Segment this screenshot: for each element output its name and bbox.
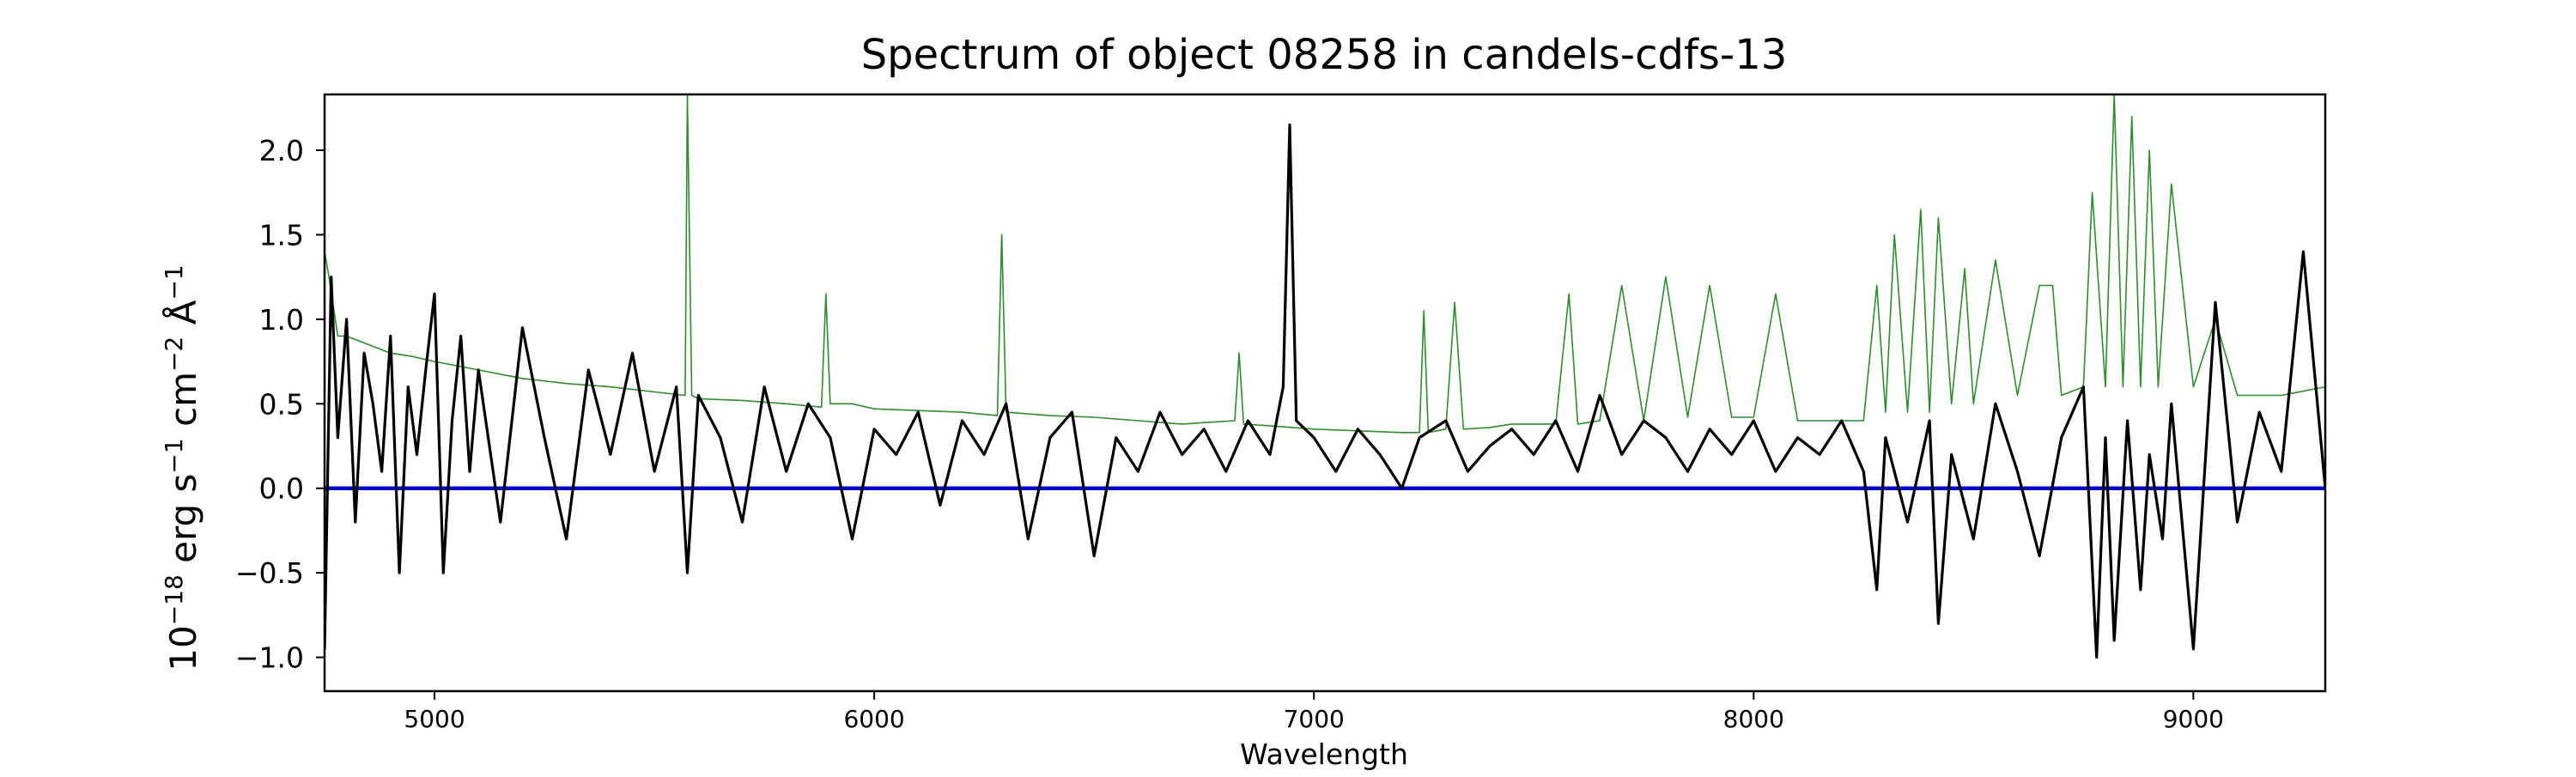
plot-frame [323,93,2327,693]
y-axis-label-base: 10 [162,625,204,671]
y-tick-label: 1.0 [259,303,304,337]
y-axis-label-exp2: −1 [160,438,188,473]
ticks-layer: 5000 6000 7000 8000 9000 −1.0 −0.5 0.0 0.5 1.0 1.5… [235,134,2224,733]
x-tick-label: 5000 [404,705,465,733]
y-axis-label-unit-angstrom: Å [161,300,204,336]
y-axis-label: 10−18 erg s−1 cm−2 Å−1 [160,264,205,671]
y-tick-label: −1.0 [235,641,304,675]
y-axis-label-unit-cm: cm [162,372,204,438]
chart-title: Spectrum of object 08258 in candels-cdfs… [861,31,1788,79]
y-tick-label: 0.0 [259,472,304,506]
series-layer [325,94,2325,659]
y-axis-label-exp1: −18 [160,574,188,625]
y-axis-label-unit-erg: erg s [162,474,204,575]
y-tick-label: 0.5 [259,387,304,421]
x-tick-label: 6000 [843,705,904,733]
y-axis-label-exp3: −2 [160,337,188,372]
y-axis-label-exp4: −1 [160,264,188,300]
x-axis-label: Wavelength [1240,738,1408,771]
y-tick-label: −0.5 [235,556,304,590]
y-tick-label: 2.0 [259,134,304,167]
x-tick-label: 7000 [1284,705,1345,733]
series-line-error [325,94,2325,434]
x-tick-label: 8000 [1723,705,1784,733]
y-tick-label: 1.5 [259,218,304,252]
series-line-flux [325,123,2325,659]
x-tick-label: 9000 [2163,705,2224,733]
